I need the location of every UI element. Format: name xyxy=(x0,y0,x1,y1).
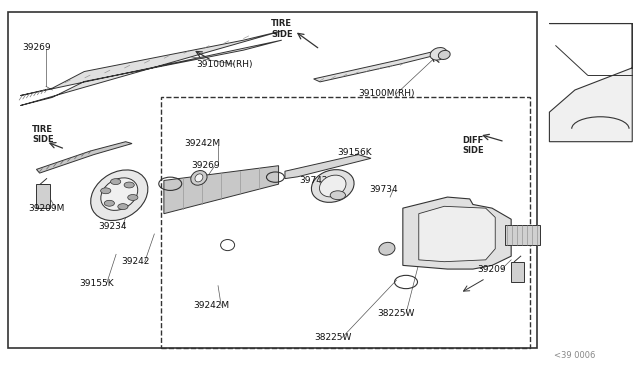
Ellipse shape xyxy=(191,170,207,185)
Ellipse shape xyxy=(195,174,203,182)
Bar xyxy=(161,97,531,349)
Bar xyxy=(36,184,51,208)
Circle shape xyxy=(118,203,128,209)
Ellipse shape xyxy=(379,242,395,255)
Polygon shape xyxy=(164,166,278,214)
Ellipse shape xyxy=(312,170,354,202)
Ellipse shape xyxy=(319,175,346,197)
Text: TIRE
SIDE: TIRE SIDE xyxy=(32,125,54,144)
Text: 39100M(RH): 39100M(RH) xyxy=(196,60,253,69)
Circle shape xyxy=(330,191,346,200)
Circle shape xyxy=(111,179,121,185)
Bar xyxy=(511,262,524,282)
Text: 39742: 39742 xyxy=(300,176,328,185)
Ellipse shape xyxy=(100,178,138,211)
Polygon shape xyxy=(549,23,632,142)
Polygon shape xyxy=(419,206,495,262)
Bar xyxy=(8,13,537,349)
Text: 39234: 39234 xyxy=(99,222,127,231)
Ellipse shape xyxy=(430,48,447,60)
Polygon shape xyxy=(20,31,282,106)
Polygon shape xyxy=(403,197,511,269)
Polygon shape xyxy=(285,155,371,179)
Text: 39242M: 39242M xyxy=(194,301,230,311)
Text: <39 0006: <39 0006 xyxy=(554,351,596,360)
Text: 39100M(RH): 39100M(RH) xyxy=(358,89,415,98)
Text: 38225W: 38225W xyxy=(314,333,351,342)
Text: 39209: 39209 xyxy=(477,264,506,273)
Text: 39156K: 39156K xyxy=(338,148,372,157)
Text: 39155K: 39155K xyxy=(79,279,115,288)
Text: 39242: 39242 xyxy=(121,257,149,266)
Text: TIRE
SIDE: TIRE SIDE xyxy=(271,19,292,39)
Ellipse shape xyxy=(91,170,148,221)
Circle shape xyxy=(100,188,111,194)
Polygon shape xyxy=(36,142,132,173)
Text: 39242M: 39242M xyxy=(184,139,220,148)
Text: 38225W: 38225W xyxy=(435,251,472,261)
Text: DIFF
SIDE: DIFF SIDE xyxy=(462,136,484,155)
Bar xyxy=(505,225,540,245)
Text: 39269: 39269 xyxy=(22,43,51,52)
Text: 39734: 39734 xyxy=(369,185,398,194)
Ellipse shape xyxy=(438,50,450,60)
Text: 39209M: 39209M xyxy=(28,203,64,213)
Text: 38225W: 38225W xyxy=(378,309,415,318)
Circle shape xyxy=(104,200,115,206)
Polygon shape xyxy=(314,51,444,82)
Text: 39269: 39269 xyxy=(191,161,220,170)
Circle shape xyxy=(124,182,134,188)
Circle shape xyxy=(128,195,138,201)
